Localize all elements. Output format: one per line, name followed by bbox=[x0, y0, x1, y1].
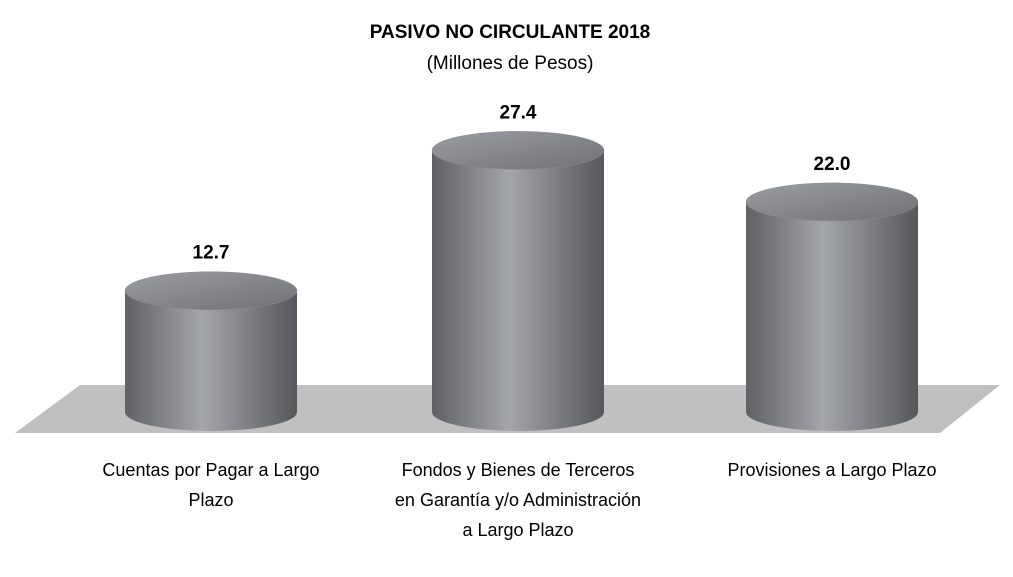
data-label: 22.0 bbox=[814, 154, 851, 175]
data-label: 27.4 bbox=[500, 102, 537, 123]
data-label: 12.7 bbox=[193, 243, 230, 264]
cylinder-body bbox=[432, 150, 604, 431]
x-tick-label: Fondos y Bienes de Terceros en Garantía y… bbox=[395, 460, 641, 540]
x-tick-label: Cuentas por Pagar a Largo Plazo bbox=[102, 460, 319, 510]
chart-title: PASIVO NO CIRCULANTE 2018 bbox=[370, 22, 650, 43]
cylinder-body bbox=[746, 201, 918, 431]
x-tick-label: Provisiones a Largo Plazo bbox=[727, 460, 936, 480]
cylinder bbox=[124, 271, 298, 431]
cylinder-top bbox=[745, 182, 919, 222]
cylinder-body bbox=[125, 290, 297, 431]
cylinder-top bbox=[431, 131, 605, 170]
chart-subtitle: (Millones de Pesos) bbox=[427, 53, 594, 74]
cylinder bbox=[431, 131, 605, 431]
cylinder bbox=[745, 182, 919, 431]
cylinder-top bbox=[124, 271, 298, 310]
